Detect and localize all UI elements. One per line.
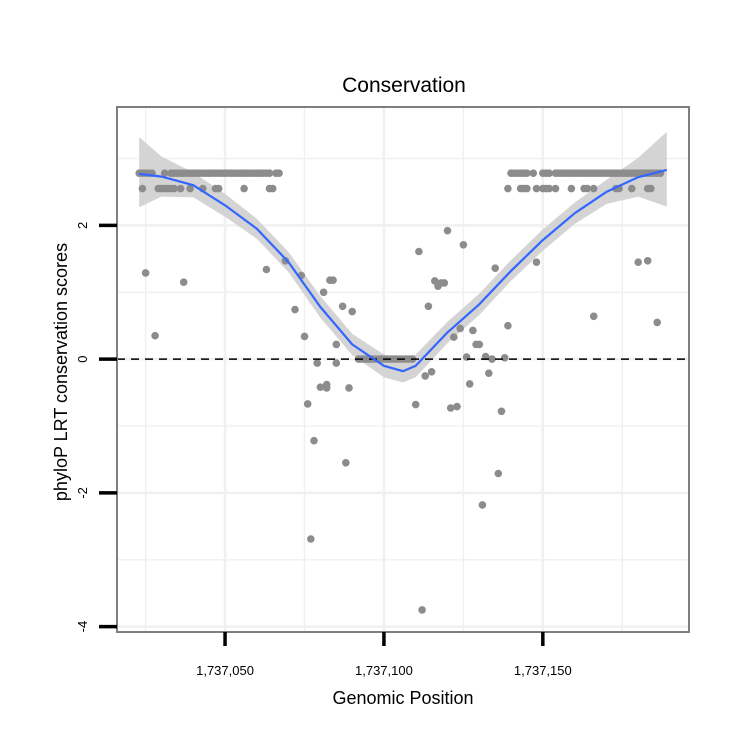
data-point <box>176 184 185 193</box>
data-point <box>532 258 541 267</box>
data-point <box>319 288 328 297</box>
data-point <box>281 257 290 265</box>
data-point <box>529 169 538 177</box>
data-point <box>322 380 331 389</box>
data-point <box>332 340 341 349</box>
x-tick-label: 1,737,050 <box>196 663 254 678</box>
x-axis-label: Genomic Position <box>332 688 473 708</box>
data-point <box>338 302 347 311</box>
data-point <box>634 258 642 267</box>
data-point <box>589 312 598 321</box>
y-tick-label: -2 <box>75 487 90 499</box>
data-point <box>329 276 337 285</box>
data-point <box>446 404 455 412</box>
data-point <box>424 302 433 311</box>
data-point <box>411 400 420 409</box>
data-point <box>316 383 325 392</box>
data-point <box>465 380 474 388</box>
data-point <box>545 169 553 177</box>
data-point <box>475 340 484 349</box>
y-axis-label: phyloP LRT conservation scores <box>51 243 71 501</box>
data-point <box>421 372 430 380</box>
smooth-curve <box>139 168 668 373</box>
confidence-band-area <box>139 131 667 383</box>
data-point <box>440 279 449 287</box>
data-point <box>491 264 500 273</box>
panel-border <box>116 106 690 633</box>
data-point <box>456 324 465 333</box>
data-point <box>653 318 661 327</box>
data-point <box>427 368 436 376</box>
data-point <box>348 307 357 316</box>
y-tick-label: 0 <box>75 355 90 362</box>
data-point <box>504 184 512 193</box>
data-point <box>186 184 194 193</box>
data-point <box>265 169 274 177</box>
data-point <box>647 184 655 193</box>
x-tick-label: 1,737,100 <box>355 663 413 678</box>
data-point <box>310 436 318 445</box>
data-point <box>628 184 636 193</box>
y-tick-label: -4 <box>75 621 90 633</box>
data-point <box>443 226 452 235</box>
data-point <box>303 400 312 408</box>
data-point <box>300 332 309 341</box>
data-point <box>418 606 426 614</box>
data-point <box>240 184 248 193</box>
data-point <box>291 305 299 314</box>
data-point <box>307 535 315 543</box>
data-point <box>589 184 598 193</box>
data-point <box>497 407 506 416</box>
data-point <box>313 359 322 367</box>
data-point <box>262 265 271 274</box>
data-point <box>342 459 350 467</box>
data-point <box>500 354 509 362</box>
data-point <box>567 184 576 193</box>
data-point <box>494 469 503 478</box>
data-point <box>583 184 592 193</box>
data-point <box>551 184 560 193</box>
data-points <box>135 169 665 614</box>
chart-title: Conservation <box>342 74 466 97</box>
data-point <box>523 169 531 177</box>
data-point <box>141 269 150 277</box>
data-point <box>453 402 461 411</box>
data-point <box>478 501 487 509</box>
grid <box>117 107 689 632</box>
data-point <box>138 184 147 193</box>
data-point <box>179 278 188 287</box>
data-point <box>214 184 223 193</box>
x-tick-label: 1,737,150 <box>514 663 572 678</box>
data-point <box>160 169 169 177</box>
data-point <box>275 169 283 177</box>
data-point <box>523 184 531 193</box>
data-point <box>151 331 159 340</box>
data-point <box>415 247 423 256</box>
data-point <box>459 241 468 249</box>
axes: 1,737,050 1,737,100 1,737,150 -4 -2 0 2 <box>75 222 572 678</box>
data-point <box>268 184 277 193</box>
confidence-band <box>139 131 667 383</box>
data-point <box>332 359 341 367</box>
data-point <box>504 321 512 330</box>
data-point <box>170 184 178 193</box>
data-point <box>643 257 652 265</box>
data-point <box>345 384 353 392</box>
data-point <box>532 184 541 193</box>
smooth-line <box>139 168 668 373</box>
data-point <box>488 355 496 363</box>
y-tick-label: 2 <box>75 222 90 229</box>
data-point <box>450 333 458 341</box>
data-point <box>485 369 493 378</box>
data-point <box>545 184 553 193</box>
data-point <box>469 326 477 335</box>
